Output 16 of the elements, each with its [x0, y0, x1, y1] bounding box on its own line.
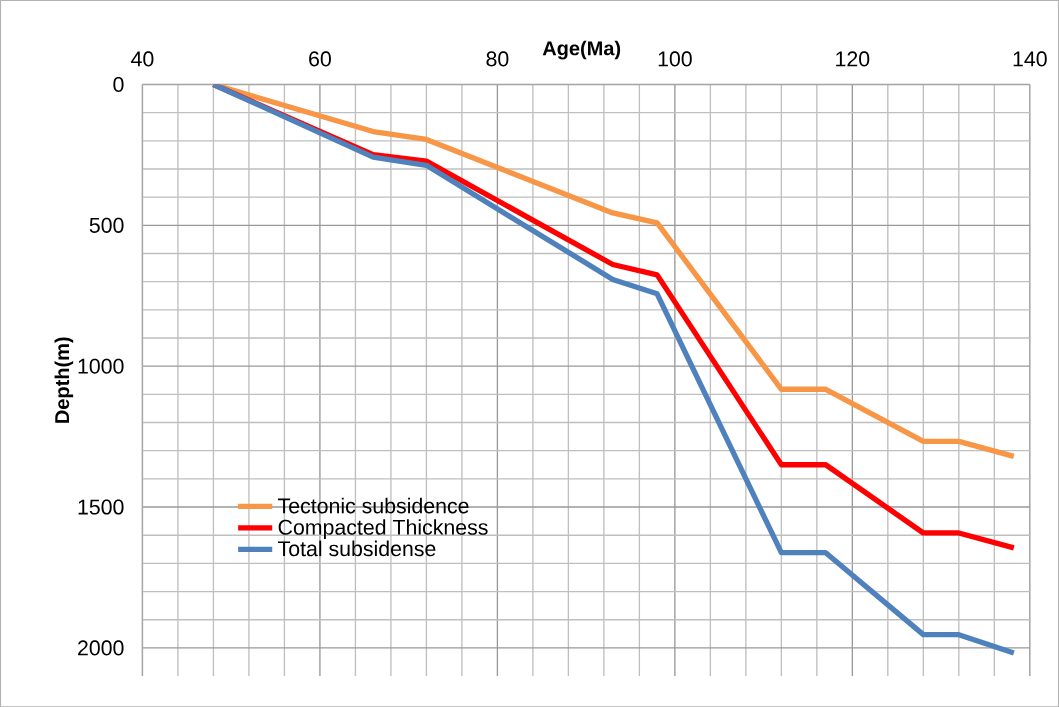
x-tick-label: 140: [1013, 51, 1047, 67]
x-tick-label: 120: [836, 51, 870, 67]
x-tick-label: 100: [658, 51, 692, 67]
y-tick-label: 500: [89, 217, 124, 233]
y-tick-label: 2000: [78, 640, 124, 656]
x-tick-label: 80: [486, 51, 509, 67]
legend-label: Compacted Thickness: [278, 519, 488, 539]
legend-label: Tectonic subsidence: [278, 497, 469, 514]
y-tick-label: 1000: [78, 358, 124, 374]
y-tick-label: 0: [113, 76, 124, 92]
x-tick-label: 40: [131, 51, 154, 67]
y-axis-title: Depth(m): [54, 337, 74, 423]
legend-label: Total subsidense: [278, 540, 436, 557]
x-axis-title: Age(Ma): [542, 40, 621, 60]
x-tick-label: 60: [309, 51, 331, 67]
y-tick-label: 1500: [78, 499, 124, 515]
